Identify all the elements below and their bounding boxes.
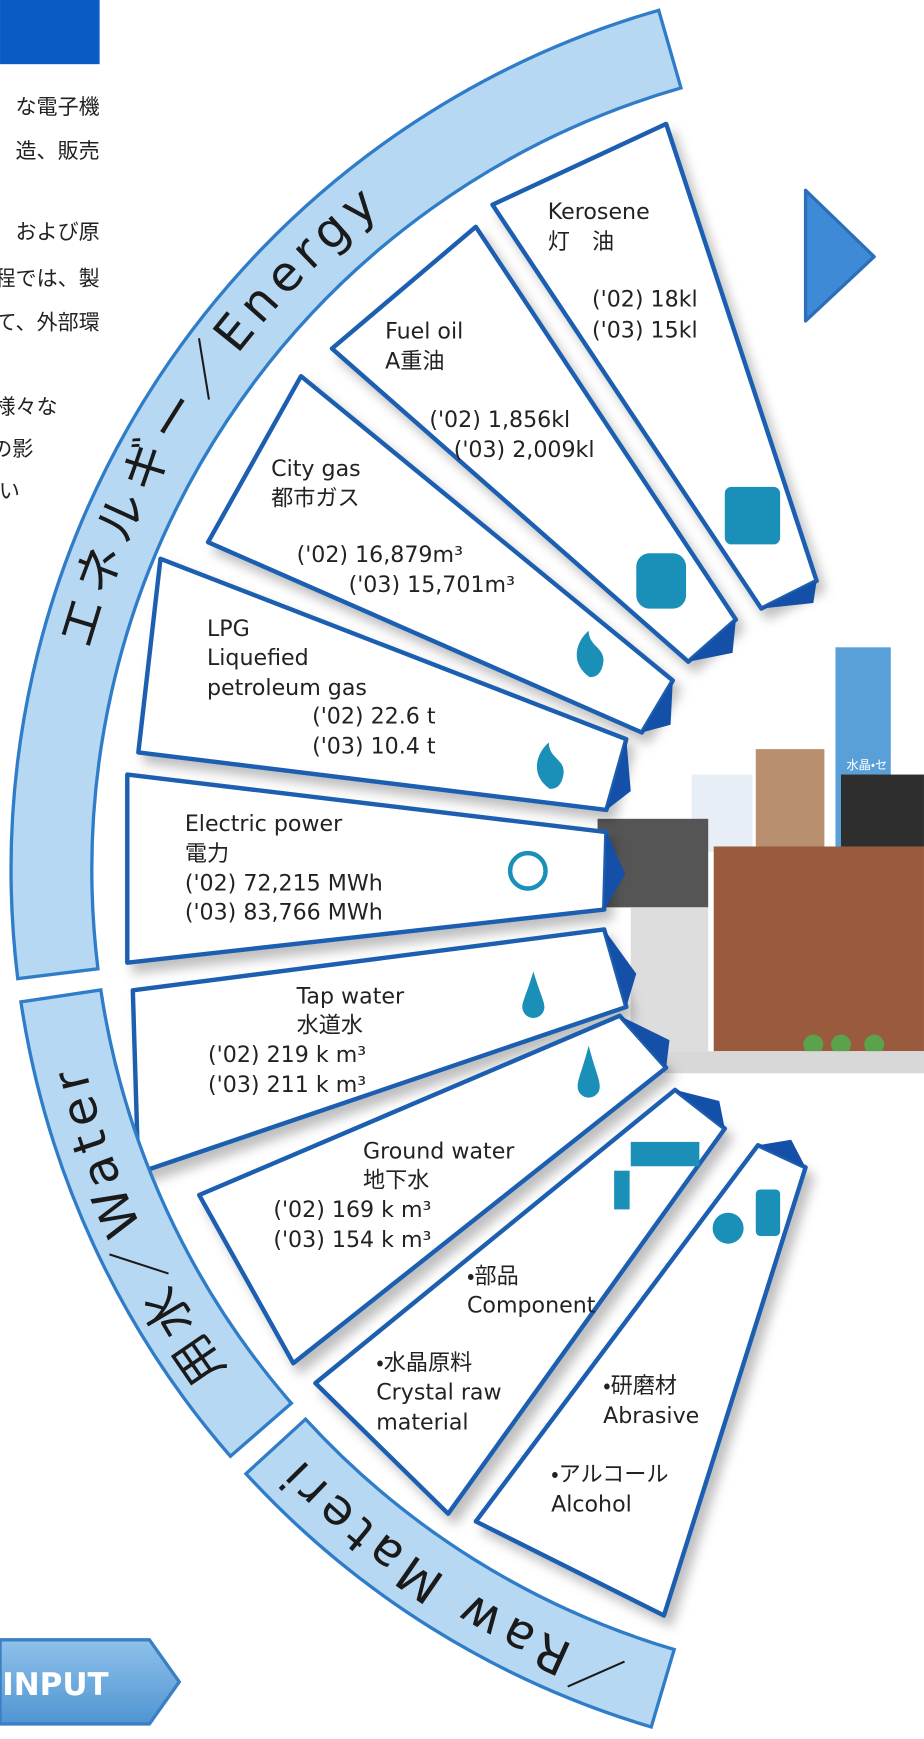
segment-text: Alcohol: [551, 1491, 632, 1517]
icon-drum: [636, 553, 686, 608]
segment-text: ・部品: [467, 1264, 519, 1290]
segment-text: Abrasive: [603, 1403, 699, 1429]
segment-text: Ground water: [363, 1139, 515, 1165]
page: Input {"left_text": ["な電子機", "造、販売", "およ…: [0, 0, 924, 1735]
segment-text: petroleum gas: [207, 675, 367, 701]
segment-text: Electric power: [185, 811, 343, 837]
segment-text: 地下水: [363, 1167, 429, 1193]
segment-text: ('03) 83,766 MWh: [185, 900, 383, 926]
body-text: 造、販売: [16, 138, 100, 163]
segment-text: material: [376, 1410, 468, 1436]
body-text: 程では、製: [0, 265, 100, 290]
diagram: 水晶・セ Kerosene 灯 油 ('02) 18kl ('03) 15kl Fuel…: [0, 0, 924, 1735]
body-text: い: [0, 478, 20, 503]
segment-text: ・水晶原料: [376, 1350, 472, 1376]
segment-text: ('03) 15,701m³: [349, 572, 515, 598]
segment-text: Crystal raw: [376, 1380, 501, 1406]
segment-text: ('02) 16,879m³: [297, 542, 463, 568]
segment-text: ('03) 15kl: [592, 317, 698, 343]
segment-text: Kerosene: [548, 199, 650, 225]
segment-text: 電力: [185, 841, 229, 867]
segment-text: ('02) 219 k m³: [208, 1042, 366, 1068]
segment-text: ('03) 2,009kl: [454, 437, 595, 463]
segment-text: ('02) 22.6 t: [312, 704, 436, 730]
icon-flask: [713, 1213, 744, 1244]
segment-text: ・研磨材: [603, 1373, 677, 1399]
body-text: 様々な: [0, 394, 58, 419]
segment-text: ('02) 1,856kl: [429, 407, 570, 433]
sign-text: 水晶・セ: [847, 758, 888, 772]
segment-text: 灯 油: [548, 229, 614, 255]
segment-text: City gas: [271, 456, 361, 482]
body-text: の影: [0, 436, 33, 461]
segment-text: Tap water: [296, 984, 405, 1010]
header-block: [0, 0, 100, 64]
segment-text: Liquefied: [207, 645, 309, 671]
segment-text: ・アルコール: [551, 1462, 668, 1488]
body: 水晶・セ Kerosene 灯 油 ('02) 18kl ('03) 15kl Fuel…: [0, 0, 924, 1735]
input-label: INPUT: [2, 1667, 108, 1703]
segment-text: ('02) 169 k m³: [273, 1197, 431, 1223]
icon-rod: [614, 1171, 629, 1210]
icon-box: [631, 1142, 700, 1166]
body-text: て、外部環: [0, 310, 100, 335]
segment-text: 水道水: [297, 1012, 363, 1038]
segment-text: ('02) 18kl: [592, 287, 698, 313]
segment-text: ('03) 211 k m³: [208, 1072, 366, 1098]
icon-bottle: [756, 1189, 780, 1235]
segment-text: Fuel oil: [385, 319, 463, 345]
segment-text: ('03) 154 k m³: [273, 1227, 431, 1253]
segment-text: Component: [467, 1292, 596, 1318]
segment-text: ('03) 10.4 t: [312, 734, 436, 760]
input-button[interactable]: INPUT: [0, 1640, 179, 1724]
segment-text: ('02) 72,215 MWh: [185, 871, 383, 897]
icon-can: [725, 487, 780, 545]
body-text: および原: [16, 219, 100, 244]
segment-text: A重油: [385, 348, 444, 374]
segment-text: LPG: [207, 616, 250, 642]
next-arrow[interactable]: [806, 190, 875, 321]
body-text: な電子機: [16, 94, 100, 119]
segment-text: 都市ガス: [271, 486, 360, 512]
